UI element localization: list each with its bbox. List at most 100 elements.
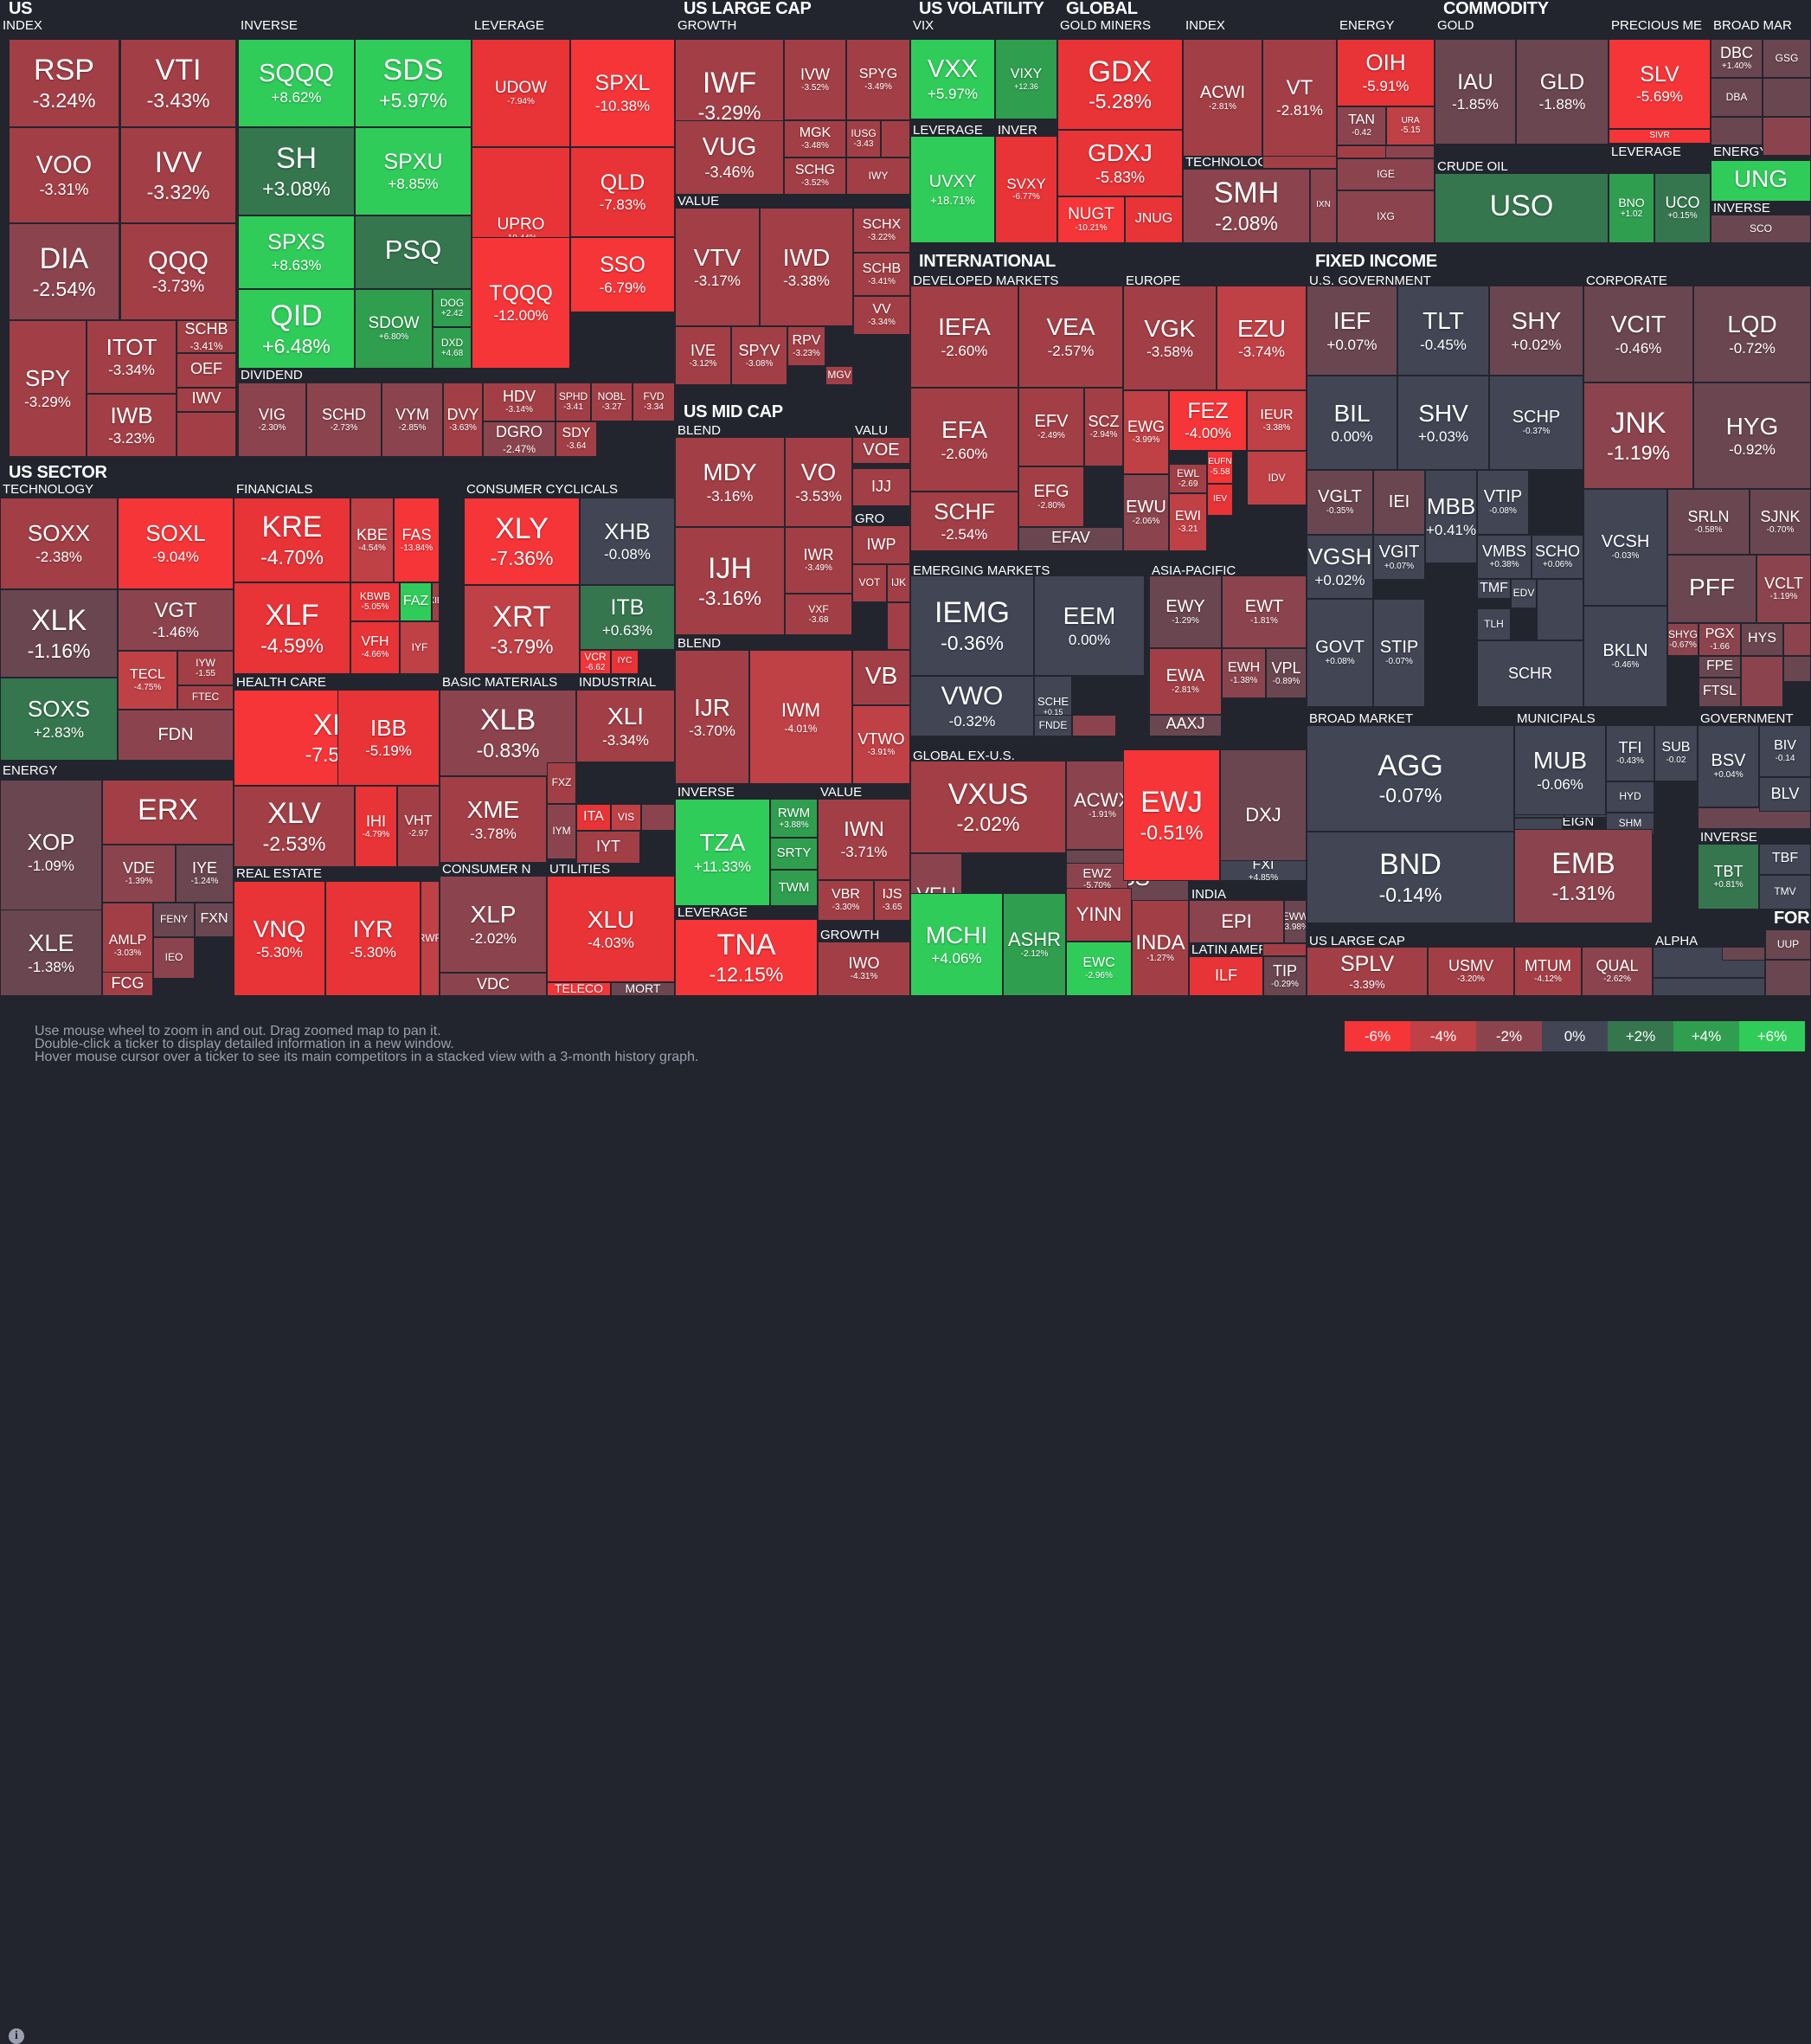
ticker-tile[interactable]: VCR -6.62 [580,650,611,674]
ticker-tile[interactable]: SMH -2.08% [1183,169,1310,243]
ticker-tile[interactable]: VXUS -2.02% [910,761,1066,853]
ticker-tile[interactable]: VNQ -5.30% [234,881,325,996]
ticker-tile[interactable]: SUB -0.02 [1654,725,1698,781]
ticker-tile[interactable]: ILF [1189,956,1263,996]
ticker-tile[interactable]: IWD -3.38% [760,208,853,326]
ticker-tile[interactable]: SDOW +6.80% [355,289,433,369]
minor-ticker-tile[interactable] [1262,943,1307,956]
ticker-tile[interactable]: QQQ -3.73% [120,223,236,320]
ticker-tile[interactable]: TQQQ -12.00% [472,237,570,369]
ticker-tile[interactable]: TECL -4.75% [118,651,177,710]
ticker-tile[interactable]: OEF [177,353,236,388]
minor-ticker-tile[interactable] [1783,623,1811,656]
ticker-tile[interactable]: IWY [846,157,910,195]
ticker-tile[interactable]: QID +6.48% [238,289,355,369]
ticker-tile[interactable]: EWU -2.06% [1123,474,1169,551]
ticker-tile[interactable]: IWO -4.31% [818,942,910,996]
ticker-tile[interactable]: ITB +0.63% [580,585,675,650]
ticker-tile[interactable]: TFI -0.43% [1606,725,1654,781]
ticker-tile[interactable]: EPI [1189,900,1284,943]
ticker-tile[interactable]: EWL -2.69 [1169,464,1207,493]
ticker-tile[interactable]: SSO -6.79% [570,237,675,312]
ticker-tile[interactable]: DOG +2.42 [433,289,472,327]
ticker-tile[interactable]: SHYG -0.67% [1667,623,1699,656]
ticker-tile[interactable]: RWR [421,881,440,996]
ticker-tile[interactable]: VXF -3.68 [785,594,852,635]
ticker-tile[interactable]: KIE [432,582,440,621]
ticker-tile[interactable]: VTI -3.43% [120,39,236,127]
ticker-tile[interactable]: KBWB -5.05% [350,582,400,621]
ticker-tile[interactable]: IEF +0.07% [1307,286,1397,376]
ticker-tile[interactable]: EFV -2.49% [1018,388,1084,466]
ticker-tile[interactable]: BND -0.14% [1307,832,1514,923]
ticker-tile[interactable]: GDX -5.28% [1057,39,1183,130]
ticker-tile[interactable]: SCHF -2.54% [910,492,1018,551]
minor-ticker-tile[interactable] [881,120,910,157]
ticker-tile[interactable]: ASHR -2.12% [1003,893,1066,996]
minor-ticker-tile[interactable] [1262,156,1337,169]
minor-ticker-tile[interactable] [1384,145,1435,158]
ticker-tile[interactable]: IVW -3.52% [784,39,846,120]
ticker-tile[interactable]: XME -3.78% [440,776,547,863]
ticker-tile[interactable]: VGLT -0.35% [1307,470,1373,535]
ticker-tile[interactable]: DXD +4.68 [433,327,472,369]
ticker-tile[interactable]: ERX [102,780,234,845]
ticker-tile[interactable]: AAXJ [1149,715,1222,736]
ticker-tile[interactable]: IJH -3.16% [675,527,785,635]
ticker-tile[interactable]: RSP -3.24% [9,39,119,127]
ticker-tile[interactable]: VIS [611,804,641,831]
ticker-tile[interactable]: VGIT +0.07% [1373,535,1425,580]
ticker-tile[interactable]: ITOT -3.34% [87,320,177,394]
ticker-tile[interactable]: TELECO [547,982,611,996]
ticker-tile[interactable]: IDV [1247,451,1307,505]
ticker-tile[interactable]: UNG [1711,160,1811,202]
ticker-tile[interactable]: MGV [825,366,853,385]
ticker-tile[interactable]: VBR -3.30% [818,880,874,921]
minor-ticker-tile[interactable] [1711,117,1763,145]
ticker-tile[interactable]: IJS -3.65 [874,880,910,921]
ticker-tile[interactable]: VO -3.53% [785,437,852,527]
ticker-tile[interactable]: LQD -0.72% [1693,286,1811,382]
ticker-tile[interactable]: VGSH +0.02% [1307,535,1373,599]
ticker-tile[interactable]: IEUR -3.38% [1247,390,1307,451]
ticker-tile[interactable]: HYG -0.92% [1693,382,1811,489]
ticker-tile[interactable]: VCLT -1.19% [1756,555,1811,623]
ticker-tile[interactable]: SQQQ +8.62% [238,39,355,127]
ticker-tile[interactable]: XLB -0.83% [440,690,576,776]
ticker-tile[interactable]: SLV -5.69% [1609,39,1711,129]
ticker-tile[interactable]: VGK -3.58% [1123,286,1217,390]
ticker-tile[interactable]: FDN [118,710,234,761]
ticker-tile[interactable]: SCHG -3.52% [784,157,846,195]
ticker-tile[interactable]: EWH -1.38% [1222,648,1266,698]
ticker-tile[interactable]: VWO -0.32% [910,676,1034,736]
ticker-tile[interactable]: EWY -1.29% [1149,575,1222,648]
ticker-tile[interactable]: SH +3.08% [238,127,355,215]
ticker-tile[interactable]: IEV [1207,484,1233,516]
ticker-tile[interactable]: SCHD -2.73% [306,382,382,457]
minor-ticker-tile[interactable] [1763,117,1811,156]
ticker-tile[interactable]: IXN [1310,169,1337,243]
ticker-tile[interactable]: GLD -1.88% [1516,39,1609,145]
ticker-tile[interactable]: BKLN -0.46% [1583,606,1667,707]
ticker-tile[interactable]: EWC -2.96% [1066,942,1132,996]
ticker-tile[interactable]: ACWI -2.81% [1183,39,1262,157]
ticker-tile[interactable]: RWM +3.88% [770,799,818,838]
ticker-tile[interactable]: EFA -2.60% [910,388,1018,492]
ticker-tile[interactable]: EUFN -5.58 [1207,451,1233,484]
ticker-tile[interactable]: EWT -1.81% [1222,575,1307,648]
ticker-tile[interactable]: FAS -13.84% [394,498,440,582]
ticker-tile[interactable]: SCHR [1477,640,1583,707]
ticker-tile[interactable]: FTSL [1699,678,1741,707]
ticker-tile[interactable]: DBC +1.40% [1711,39,1763,78]
ticker-tile[interactable]: XLU -4.03% [547,876,675,982]
minor-ticker-tile[interactable] [1765,960,1811,996]
ticker-tile[interactable]: VYM -2.85% [382,382,443,457]
ticker-tile[interactable]: VHT -2.97 [397,786,440,867]
ticker-tile[interactable]: GOVT +0.08% [1307,599,1373,707]
ticker-tile[interactable]: FAZ [400,582,432,621]
ticker-tile[interactable]: JNUG [1125,196,1183,243]
minor-ticker-tile[interactable] [1337,145,1386,158]
ticker-tile[interactable]: IYR -5.30% [325,881,421,996]
ticker-tile[interactable]: VT -2.81% [1262,39,1337,157]
ticker-tile[interactable]: UCO +0.15% [1654,173,1711,243]
